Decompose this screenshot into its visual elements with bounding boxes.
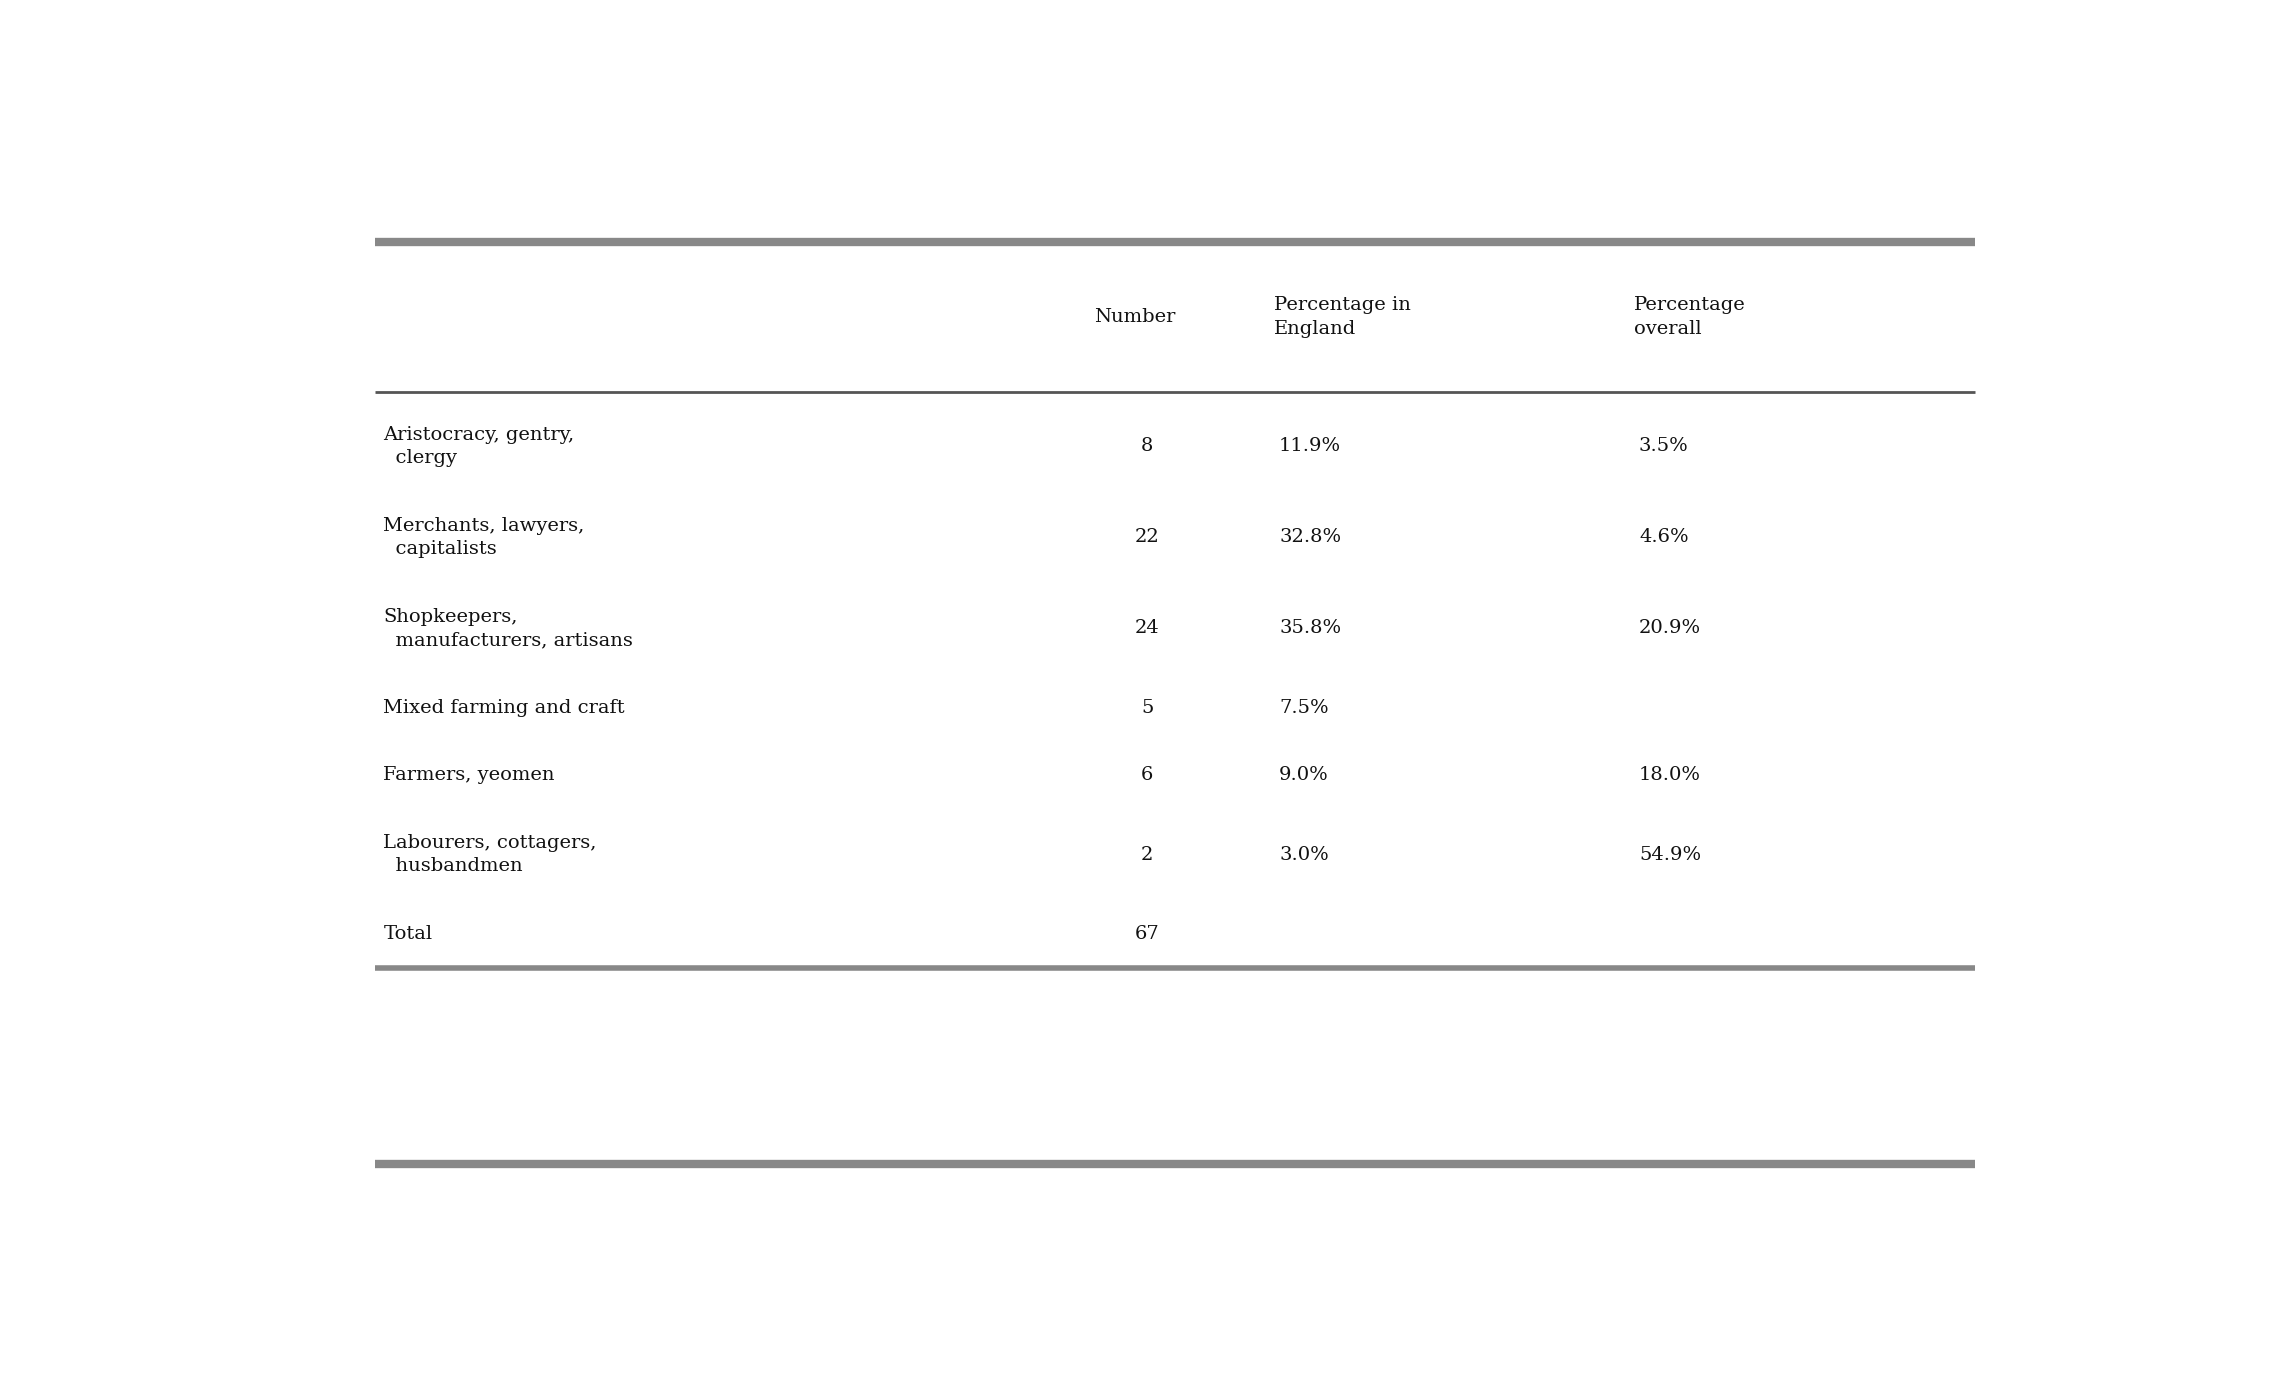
Text: 5: 5 [1142, 699, 1153, 717]
Text: 3.0%: 3.0% [1279, 845, 1330, 863]
Text: Farmers, yeomen: Farmers, yeomen [383, 767, 555, 784]
Text: 9.0%: 9.0% [1279, 767, 1330, 784]
Text: 2: 2 [1142, 845, 1153, 863]
Text: Number: Number [1094, 308, 1176, 326]
Text: 24: 24 [1135, 619, 1160, 638]
Text: 3.5%: 3.5% [1639, 437, 1688, 455]
Text: 22: 22 [1135, 529, 1160, 547]
Text: Total: Total [383, 924, 433, 942]
Text: 18.0%: 18.0% [1639, 767, 1701, 784]
Text: 35.8%: 35.8% [1279, 619, 1341, 638]
Text: Percentage
overall: Percentage overall [1635, 296, 1745, 338]
Text: 67: 67 [1135, 924, 1160, 942]
Text: Percentage in
England: Percentage in England [1275, 296, 1410, 338]
Text: 11.9%: 11.9% [1279, 437, 1341, 455]
Text: 54.9%: 54.9% [1639, 845, 1701, 863]
Text: 4.6%: 4.6% [1639, 529, 1688, 547]
Text: 6: 6 [1142, 767, 1153, 784]
Text: 7.5%: 7.5% [1279, 699, 1328, 717]
Text: 8: 8 [1142, 437, 1153, 455]
Text: 20.9%: 20.9% [1639, 619, 1701, 638]
Text: Aristocracy, gentry,
  clergy: Aristocracy, gentry, clergy [383, 426, 576, 466]
Text: Shopkeepers,
  manufacturers, artisans: Shopkeepers, manufacturers, artisans [383, 608, 633, 649]
Text: Merchants, lawyers,
  capitalists: Merchants, lawyers, capitalists [383, 516, 585, 558]
Text: 32.8%: 32.8% [1279, 529, 1341, 547]
Text: Mixed farming and craft: Mixed farming and craft [383, 699, 626, 717]
Text: Labourers, cottagers,
  husbandmen: Labourers, cottagers, husbandmen [383, 834, 596, 876]
